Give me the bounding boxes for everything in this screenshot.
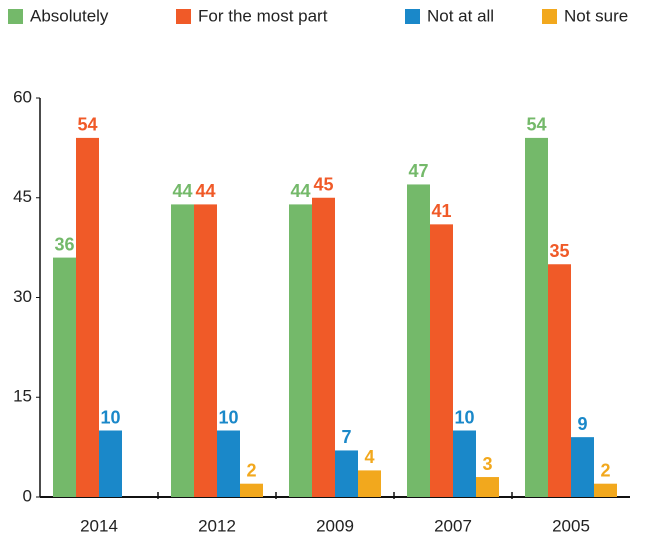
bar	[548, 264, 571, 497]
bar	[240, 483, 263, 497]
y-tick-label: 60	[13, 87, 32, 106]
bar	[358, 470, 381, 497]
value-label: 4	[364, 447, 374, 467]
bar	[53, 257, 76, 497]
value-label: 41	[431, 201, 451, 221]
x-tick-label: 2012	[198, 516, 236, 535]
bar	[335, 450, 358, 497]
value-label: 10	[100, 407, 120, 427]
bar	[476, 477, 499, 497]
legend-swatch	[176, 9, 191, 24]
value-label: 10	[218, 407, 238, 427]
value-label: 2	[246, 460, 256, 480]
value-label: 7	[341, 427, 351, 447]
bar	[76, 137, 99, 497]
legend-label: Not sure	[564, 6, 628, 25]
y-tick-label: 45	[13, 187, 32, 206]
value-label: 3	[482, 454, 492, 474]
y-tick-label: 0	[23, 486, 32, 505]
bar	[312, 197, 335, 497]
value-label: 44	[290, 181, 310, 201]
value-label: 44	[172, 181, 192, 201]
value-label: 54	[526, 115, 546, 135]
value-label: 54	[77, 115, 97, 135]
x-tick-label: 2005	[552, 516, 590, 535]
bar	[407, 184, 430, 497]
legend-swatch	[542, 9, 557, 24]
legend-label: Not at all	[427, 6, 494, 25]
value-label: 35	[549, 241, 569, 261]
legend-label: For the most part	[198, 6, 328, 25]
bar	[99, 430, 122, 497]
bar	[194, 204, 217, 497]
y-tick-label: 30	[13, 287, 32, 306]
value-label: 44	[195, 181, 215, 201]
bar	[525, 137, 548, 497]
value-label: 36	[54, 234, 74, 254]
bar	[571, 437, 594, 497]
bar	[594, 483, 617, 497]
value-label: 45	[313, 175, 333, 195]
x-tick-label: 2009	[316, 516, 354, 535]
value-label: 9	[577, 414, 587, 434]
bar	[453, 430, 476, 497]
legend-label: Absolutely	[30, 6, 109, 25]
bar	[430, 224, 453, 497]
y-tick-label: 15	[13, 387, 32, 406]
bar	[217, 430, 240, 497]
value-label: 47	[408, 161, 428, 181]
bar	[171, 204, 194, 497]
x-tick-label: 2014	[80, 516, 118, 535]
legend-swatch	[405, 9, 420, 24]
x-tick-label: 2007	[434, 516, 472, 535]
value-label: 10	[454, 407, 474, 427]
value-label: 2	[600, 460, 610, 480]
bar	[289, 204, 312, 497]
legend-swatch	[8, 9, 23, 24]
